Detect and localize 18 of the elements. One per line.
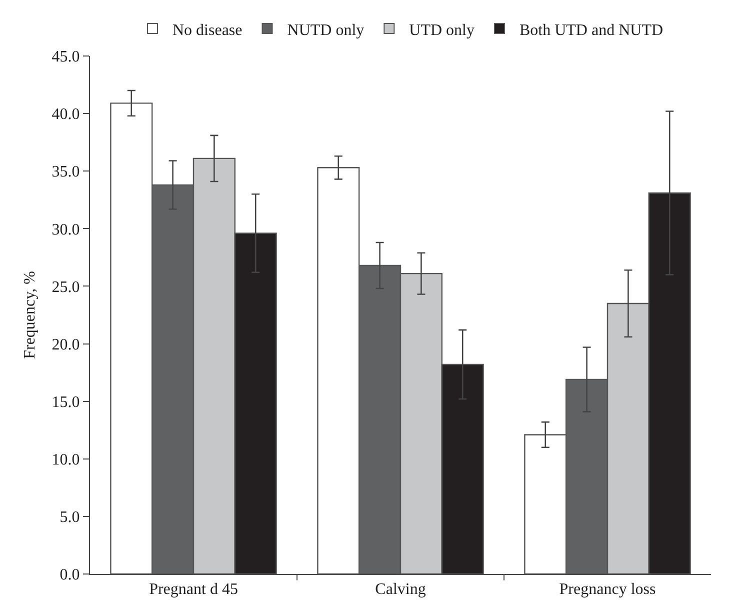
y-tick-label: 25.0 (52, 278, 80, 296)
legend-label: No disease (172, 22, 242, 39)
legend-label: UTD only (409, 22, 474, 39)
x-tick-label: Pregnant d 45 (149, 581, 238, 598)
y-tick-label: 40.0 (52, 106, 80, 124)
y-tick-label: 10.0 (52, 451, 80, 468)
y-tick-label: 20.0 (52, 336, 80, 354)
y-tick-label: 15.0 (52, 394, 80, 411)
legend-label: NUTD only (287, 22, 364, 39)
y-tick-label: 0.0 (60, 566, 80, 584)
y-tick-label: 35.0 (52, 164, 80, 181)
y-tick-label: 5.0 (60, 509, 80, 526)
y-axis-title: Frequency, % (22, 271, 39, 359)
y-tick-label: 45.0 (52, 48, 80, 66)
x-tick-label: Pregnancy loss (559, 581, 656, 598)
legend-label: Both UTD and NUTD (519, 22, 664, 39)
x-tick-label: Calving (375, 581, 426, 598)
y-tick-label: 30.0 (52, 221, 80, 238)
